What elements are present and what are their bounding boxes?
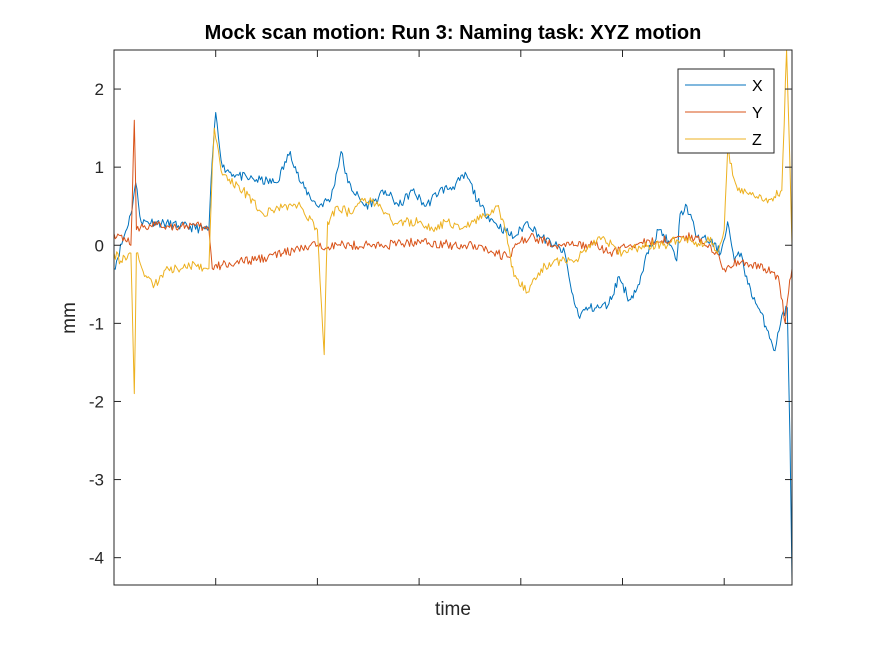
y-tick-label: -2: [89, 392, 104, 411]
series-line-z: [114, 50, 792, 395]
legend-label-x: X: [752, 78, 763, 95]
y-tick-label: 2: [95, 80, 104, 99]
series-line-y: [114, 119, 792, 324]
legend-label-y: Y: [752, 105, 763, 122]
chart-title: Mock scan motion: Run 3: Naming task: XY…: [205, 22, 702, 44]
y-axis-label: mm: [59, 302, 80, 334]
series-layer: [114, 50, 792, 582]
y-tick-label: 1: [95, 158, 104, 177]
y-axis: 2 1 0 -1 -2 -3 -4: [89, 80, 792, 568]
legend: XYZ: [677, 68, 775, 154]
y-tick-label: -4: [89, 549, 104, 568]
y-tick-label: -3: [89, 471, 104, 490]
series-line-x: [114, 112, 792, 582]
x-axis-label: time: [435, 599, 471, 620]
axes-box: [113, 49, 793, 586]
legend-label-z: Z: [752, 132, 762, 149]
y-tick-label: -1: [89, 314, 104, 333]
y-tick-label: 0: [95, 236, 104, 255]
